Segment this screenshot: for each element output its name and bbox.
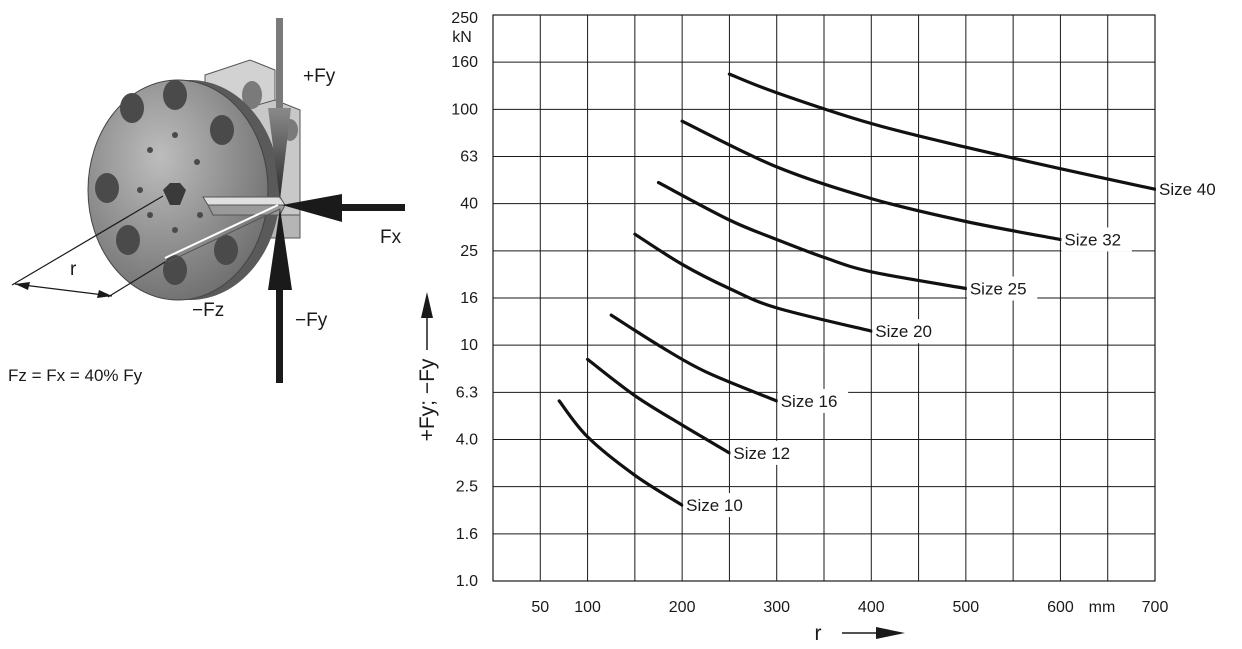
y-tick-label: 10 bbox=[460, 337, 478, 354]
series-label-background bbox=[1061, 227, 1132, 252]
y-tick-label: 2.5 bbox=[456, 479, 478, 496]
series-line bbox=[633, 232, 873, 333]
label-minus-fz: −Fz bbox=[192, 300, 224, 321]
force-arrow-plus-fy bbox=[268, 18, 291, 200]
y-tick-label: 100 bbox=[451, 101, 478, 118]
force-arrow-minus-fy bbox=[268, 208, 292, 383]
series-label: Size 10 bbox=[686, 496, 743, 515]
y-tick-label: 25 bbox=[460, 243, 478, 260]
y-tick-label: 63 bbox=[460, 149, 478, 166]
x-axis-ticks: 50 100 200 300 400 500 600 700 bbox=[531, 599, 1168, 616]
y-axis-title: +Fy; −Fy bbox=[416, 358, 439, 441]
y-tick-label: 160 bbox=[451, 54, 478, 71]
y-tick-label: 250 bbox=[451, 10, 478, 27]
x-tick-label: 50 bbox=[531, 599, 549, 616]
x-axis-title-group: r bbox=[815, 622, 905, 645]
series-label-background bbox=[777, 388, 849, 413]
series-line bbox=[557, 399, 684, 507]
series-label-background bbox=[1156, 177, 1227, 202]
y-tick-label: 6.3 bbox=[456, 384, 478, 401]
x-tick-label: 700 bbox=[1142, 599, 1169, 616]
series-label-background bbox=[730, 440, 801, 465]
x-axis-title: r bbox=[815, 622, 822, 644]
label-fx: Fx bbox=[380, 227, 402, 248]
series-line bbox=[727, 72, 1157, 191]
x-tick-label: 300 bbox=[763, 599, 790, 616]
y-tick-label: 4.0 bbox=[456, 432, 478, 449]
x-tick-label: 600 bbox=[1047, 599, 1074, 616]
series-label: Size 25 bbox=[970, 280, 1027, 299]
series-line bbox=[680, 119, 1062, 242]
y-unit-label: kN bbox=[452, 29, 472, 46]
turret-holes bbox=[95, 80, 238, 285]
y-tick-label: 40 bbox=[460, 196, 478, 213]
x-tick-label: 500 bbox=[953, 599, 980, 616]
series-line bbox=[609, 313, 779, 403]
series-labels: Size 10 Size 12 Size 16 Size 20 Size 25 Size … bbox=[683, 177, 1227, 518]
series-label-background bbox=[683, 493, 754, 518]
chart-grid bbox=[493, 15, 1155, 581]
y-axis-arrow bbox=[421, 292, 433, 318]
x-tick-label: 100 bbox=[574, 599, 601, 616]
chart-series bbox=[557, 72, 1157, 507]
x-unit-label: mm bbox=[1089, 599, 1116, 616]
turret-illustration: +Fy Fx −Fz −Fy r Fz = Fx = 40% Fy bbox=[8, 18, 405, 385]
y-tick-label: 16 bbox=[460, 290, 478, 307]
force-equation: Fz = Fx = 40% Fy bbox=[8, 366, 143, 385]
y-axis-title-group: +Fy; −Fy bbox=[416, 292, 439, 441]
series-line bbox=[656, 181, 968, 291]
series-line bbox=[586, 357, 731, 455]
series-label: Size 20 bbox=[875, 322, 932, 341]
y-tick-label: 1.0 bbox=[456, 573, 478, 590]
y-axis-ticks: 1.0 1.6 2.5 4.0 6.3 10 16 25 40 63 100 160 250 bbox=[451, 10, 478, 590]
series-label: Size 16 bbox=[781, 392, 838, 411]
label-minus-fy: −Fy bbox=[295, 310, 328, 331]
series-label: Size 12 bbox=[733, 444, 790, 463]
force-arrow-fx bbox=[282, 194, 405, 222]
radius-dimension bbox=[11, 195, 166, 298]
series-label-background bbox=[966, 276, 1038, 301]
label-plus-fy: +Fy bbox=[303, 66, 336, 87]
series-label: Size 40 bbox=[1159, 180, 1216, 199]
tool-holder bbox=[164, 196, 286, 263]
y-tick-label: 1.6 bbox=[456, 526, 478, 543]
x-tick-label: 200 bbox=[669, 599, 696, 616]
label-r: r bbox=[70, 259, 77, 280]
series-label: Size 32 bbox=[1064, 230, 1121, 249]
x-tick-label: 400 bbox=[858, 599, 885, 616]
x-axis-arrow bbox=[876, 627, 905, 639]
chart: 1.0 1.6 2.5 4.0 6.3 10 16 25 40 63 100 160 250 50 100… bbox=[416, 10, 1227, 645]
series-label-background bbox=[872, 319, 943, 344]
